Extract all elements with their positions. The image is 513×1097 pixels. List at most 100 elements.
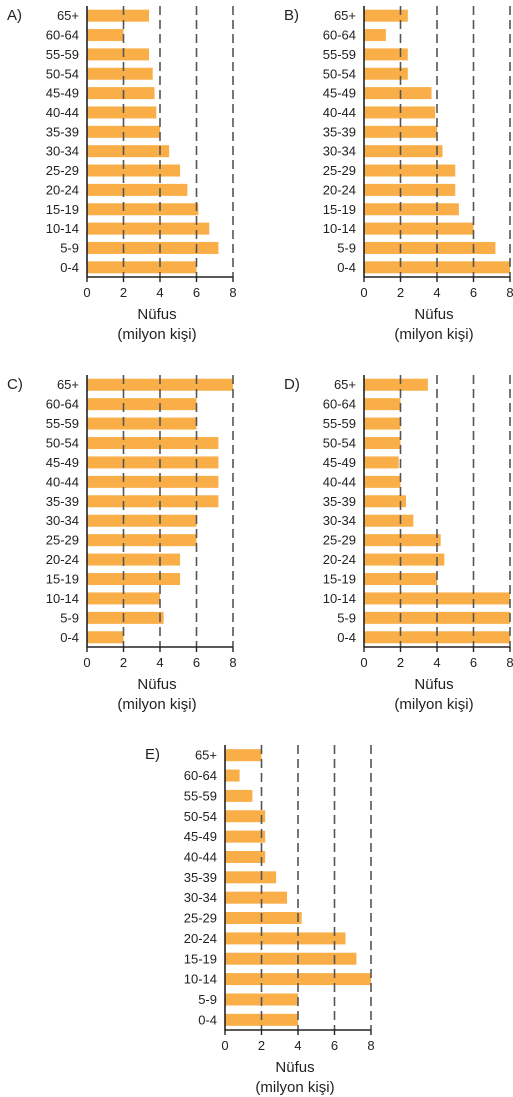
category-label: 35-39: [46, 124, 79, 139]
category-label: 15-19: [46, 572, 79, 587]
category-label: 5-9: [198, 992, 217, 1007]
chart-panel-4: 0 2 4 6 8 0-4 5-9 10-14 15-19 20-24 25-29 30-34 35-3…: [145, 745, 375, 1096]
x-axis-subtitle: (milyon kişi): [394, 326, 473, 343]
x-tick-label: 8: [367, 1038, 374, 1053]
x-tick-label: 6: [470, 655, 477, 670]
category-label: 65+: [57, 8, 79, 23]
bar-60-64: [87, 398, 197, 411]
bar-10-14: [87, 222, 210, 235]
x-tick-label: 0: [221, 1038, 228, 1053]
chart-panel-0: 0 2 4 6 8 0-4 5-9 10-14 15-19 20-24 25-29 30-34 35-3…: [7, 6, 237, 343]
category-label: 35-39: [323, 494, 356, 509]
category-label: 45-49: [46, 455, 79, 470]
bar-5-9: [87, 241, 219, 254]
panel-label: D): [284, 376, 300, 393]
chart-panel-3: 0 2 4 6 8 0-4 5-9 10-14 15-19 20-24 25-29 30-34 35-3…: [284, 375, 513, 713]
x-axis-subtitle: (milyon kişi): [117, 696, 196, 713]
bar-0-4: [87, 261, 197, 274]
category-label: 0-4: [198, 1012, 217, 1027]
category-label: 55-59: [323, 47, 356, 62]
x-tick-label: 2: [397, 285, 404, 300]
category-label: 55-59: [184, 788, 217, 803]
x-tick-label: 0: [360, 285, 367, 300]
category-label: 45-49: [184, 829, 217, 844]
x-tick-label: 8: [229, 655, 236, 670]
bar-35-39: [364, 495, 406, 508]
category-label: 5-9: [60, 240, 79, 255]
bar-35-39: [225, 871, 277, 884]
category-label: 25-29: [184, 911, 217, 926]
bar-20-24: [364, 553, 445, 566]
category-label: 15-19: [323, 572, 356, 587]
bar-20-24: [364, 183, 456, 196]
bar-45-49: [364, 456, 399, 469]
category-label: 60-64: [323, 397, 356, 412]
category-label: 35-39: [184, 870, 217, 885]
bar-65+: [364, 9, 408, 22]
x-axis-title: Nüfus: [275, 1059, 314, 1076]
category-label: 10-14: [46, 591, 79, 606]
x-axis-title: Nüfus: [137, 306, 176, 323]
category-label: 50-54: [184, 809, 217, 824]
bar-60-64: [225, 769, 240, 782]
category-label: 15-19: [46, 202, 79, 217]
bar-0-4: [87, 631, 124, 644]
bar-65+: [364, 378, 428, 391]
category-label: 45-49: [323, 455, 356, 470]
x-tick-label: 6: [331, 1038, 338, 1053]
bar-25-29: [364, 164, 456, 177]
category-label: 10-14: [184, 972, 217, 987]
bar-30-34: [364, 514, 414, 527]
category-label: 10-14: [323, 221, 356, 236]
category-label: 40-44: [46, 474, 79, 489]
x-tick-label: 6: [193, 285, 200, 300]
category-label: 25-29: [323, 533, 356, 548]
category-label: 65+: [57, 377, 79, 392]
category-label: 20-24: [184, 931, 217, 946]
x-tick-label: 6: [193, 655, 200, 670]
category-label: 60-64: [46, 28, 79, 43]
category-label: 30-34: [184, 890, 217, 905]
x-tick-label: 0: [83, 285, 90, 300]
category-label: 40-44: [323, 474, 356, 489]
x-tick-label: 6: [470, 285, 477, 300]
bar-50-54: [364, 67, 408, 80]
bar-45-49: [87, 456, 219, 469]
category-label: 50-54: [46, 66, 79, 81]
category-label: 65+: [334, 8, 356, 23]
bar-55-59: [87, 48, 150, 61]
category-label: 50-54: [323, 66, 356, 81]
category-label: 25-29: [323, 163, 356, 178]
bar-65+: [225, 749, 262, 762]
x-tick-label: 8: [229, 285, 236, 300]
category-label: 65+: [195, 748, 217, 763]
category-label: 60-64: [323, 28, 356, 43]
bar-40-44: [87, 106, 157, 119]
bar-40-44: [225, 850, 266, 863]
x-axis-subtitle: (milyon kişi): [255, 1079, 334, 1096]
category-label: 40-44: [184, 849, 217, 864]
category-label: 25-29: [46, 533, 79, 548]
category-label: 0-4: [60, 630, 79, 645]
category-label: 65+: [334, 377, 356, 392]
category-label: 20-24: [323, 182, 356, 197]
category-label: 20-24: [46, 182, 79, 197]
x-tick-label: 8: [506, 285, 513, 300]
chart-panel-2: 0 2 4 6 8 0-4 5-9 10-14 15-19 20-24 25-29 30-34 35-3…: [7, 375, 237, 713]
bar-30-34: [87, 145, 170, 158]
bar-40-44: [364, 475, 401, 488]
x-axis-subtitle: (milyon kişi): [394, 696, 473, 713]
bar-50-54: [225, 810, 266, 823]
bar-40-44: [364, 106, 436, 119]
category-label: 0-4: [337, 630, 356, 645]
bar-15-19: [364, 203, 459, 216]
category-label: 0-4: [337, 260, 356, 275]
category-label: 35-39: [323, 124, 356, 139]
bar-10-14: [364, 222, 474, 235]
bar-20-24: [87, 553, 181, 566]
x-tick-label: 0: [360, 655, 367, 670]
category-label: 15-19: [323, 202, 356, 217]
bar-30-34: [87, 514, 197, 527]
bar-15-19: [87, 573, 181, 585]
